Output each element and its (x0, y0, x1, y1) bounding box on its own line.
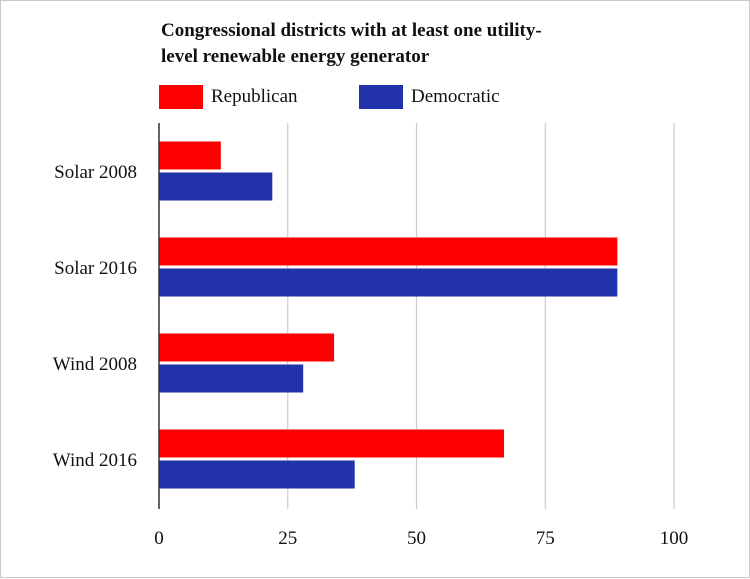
legend-item-democratic: Democratic (359, 85, 500, 109)
category-label-wind-2008: Wind 2008 (53, 354, 137, 375)
legend-swatch-democratic (359, 85, 403, 109)
chart-title-line-1: Congressional districts with at least on… (161, 20, 542, 41)
chart-title: Congressional districts with at least on… (161, 18, 631, 70)
bar-democratic-wind-2016 (159, 460, 355, 489)
category-label-wind-2016: Wind 2016 (53, 450, 137, 471)
x-tick-label-25: 25 (278, 528, 297, 549)
x-tick-label-100: 100 (660, 528, 689, 549)
bar-republican-wind-2008 (159, 333, 335, 362)
bar-republican-solar-2016 (159, 237, 618, 266)
bar-republican-wind-2016 (159, 429, 505, 458)
bar-republican-solar-2008 (159, 141, 221, 170)
legend-label-democratic: Democratic (411, 86, 500, 107)
bar-democratic-solar-2016 (159, 268, 618, 297)
bar-democratic-wind-2008 (159, 364, 304, 393)
legend-swatch-republican (159, 85, 203, 109)
category-label-solar-2016: Solar 2016 (54, 258, 137, 279)
legend-item-republican: Republican (159, 85, 298, 109)
bar-democratic-solar-2008 (159, 172, 273, 201)
chart-title-line-2: level renewable energy generator (161, 46, 430, 67)
x-tick-label-75: 75 (536, 528, 555, 549)
x-tick-label-50: 50 (407, 528, 426, 549)
category-label-solar-2008: Solar 2008 (54, 162, 137, 183)
legend-label-republican: Republican (211, 86, 298, 107)
x-tick-label-0: 0 (154, 528, 164, 549)
